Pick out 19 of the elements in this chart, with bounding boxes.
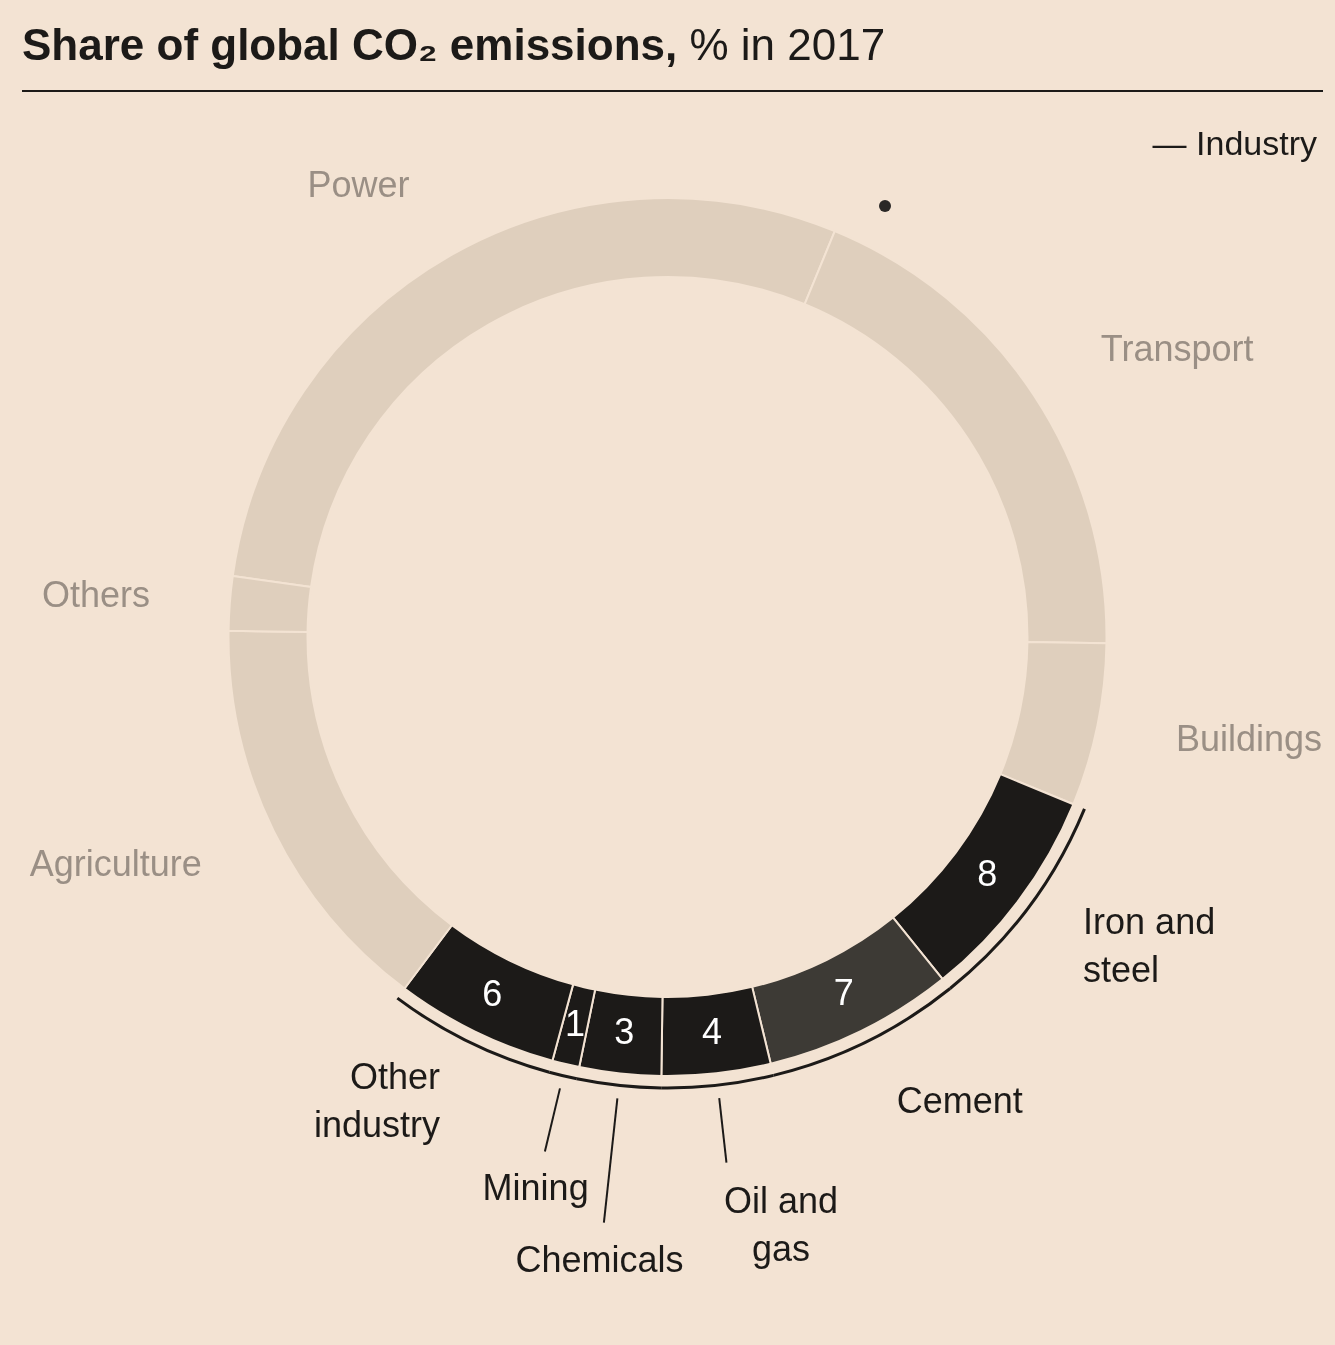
data-label: 3	[614, 1011, 635, 1053]
slice-label: Buildings	[1175, 718, 1322, 760]
data-label: 7	[833, 972, 854, 1014]
slice-label: Chemicals	[515, 1239, 684, 1281]
slice-label: Iron and steel	[1083, 900, 1216, 990]
slice-label: Oil and gas	[723, 1180, 838, 1270]
slice-label: Others	[41, 574, 151, 616]
slice-label: Cement	[896, 1079, 1023, 1121]
slice-label: Other industry	[313, 1056, 440, 1146]
slice-label: Transport	[1100, 328, 1254, 370]
data-label: 8	[977, 853, 998, 895]
slice-label: Power	[307, 163, 410, 205]
data-label: 6	[482, 972, 503, 1014]
slice-label: Mining	[482, 1167, 589, 1209]
data-label: 4	[702, 1010, 723, 1052]
chart-title: Share of global CO₂ emissions, % in 2017	[22, 20, 886, 70]
slice-label: Agriculture	[29, 843, 202, 885]
text: — Industry	[1152, 124, 1317, 163]
data-label: 1	[564, 1002, 585, 1044]
